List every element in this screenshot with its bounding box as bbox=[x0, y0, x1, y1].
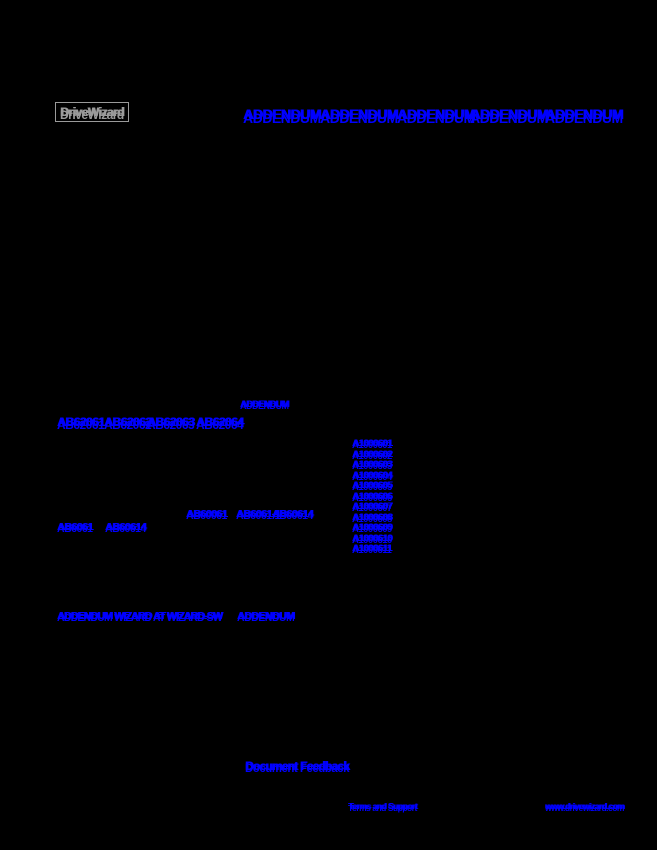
inline-link-b2[interactable]: AB60614 bbox=[105, 521, 146, 533]
column-link-3[interactable]: A1000603 bbox=[352, 459, 392, 470]
footer-left-link[interactable]: Terms and Support bbox=[348, 801, 417, 811]
column-link-6[interactable]: A1000606 bbox=[352, 490, 392, 502]
notice-tail-link[interactable]: ADDENDUM bbox=[237, 610, 295, 622]
column-link-9[interactable]: A1000609 bbox=[352, 522, 392, 533]
top-link-2[interactable]: ADDENDUM bbox=[320, 106, 398, 122]
column-link-10[interactable]: A1000610 bbox=[352, 532, 392, 544]
top-link-3[interactable]: ADDENDUM bbox=[397, 106, 475, 122]
inline-link-b1[interactable]: AB6061 bbox=[57, 521, 93, 533]
column-link-4[interactable]: A1000604 bbox=[352, 469, 392, 481]
inline-link-a3[interactable]: AB60614 bbox=[272, 508, 313, 520]
header-left-label[interactable]: DriveWizard bbox=[55, 102, 129, 122]
row-link-2[interactable]: AB62062 bbox=[104, 415, 152, 429]
top-link-5[interactable]: ADDENDUM bbox=[545, 106, 623, 122]
column-link-11[interactable]: A1000611 bbox=[352, 543, 392, 554]
inline-link-a2[interactable]: AB6061-1 bbox=[236, 508, 280, 520]
row-link-1[interactable]: AB62061 bbox=[57, 415, 105, 429]
column-link-5[interactable]: A1000605 bbox=[352, 480, 392, 491]
column-link-2[interactable]: A1000602 bbox=[352, 448, 392, 460]
column-link-7[interactable]: A1000607 bbox=[352, 501, 392, 512]
section-link[interactable]: ADDENDUM bbox=[240, 399, 289, 409]
row-link-3[interactable]: AB62063 bbox=[147, 415, 195, 429]
column-link-8[interactable]: A1000608 bbox=[352, 511, 392, 523]
notice-phrase-link[interactable]: ADDENDUM WIZARD AT WIZARD-SW bbox=[57, 610, 223, 622]
row-link-4[interactable]: AB62064 bbox=[196, 415, 244, 429]
top-link-4[interactable]: ADDENDUM bbox=[470, 106, 548, 122]
link-column: A1000601 A1000602 A1000603 A1000604 A100… bbox=[352, 438, 392, 555]
inline-link-a1[interactable]: AB60061 bbox=[186, 508, 227, 520]
top-link-1[interactable]: ADDENDUM bbox=[243, 106, 321, 122]
document-feedback-link[interactable]: Document Feedback bbox=[245, 761, 349, 773]
column-link-1[interactable]: A1000601 bbox=[352, 438, 392, 449]
footer-right-link[interactable]: www.drivewizard.com bbox=[545, 801, 625, 811]
